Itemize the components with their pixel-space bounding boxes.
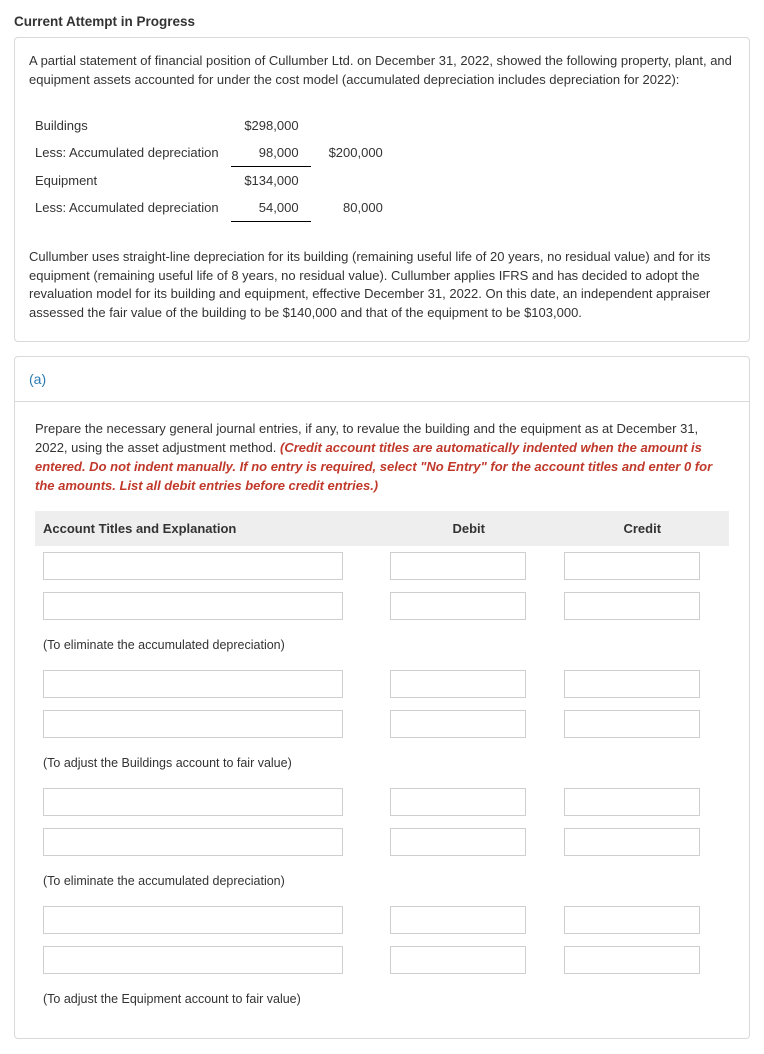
debit-input[interactable]	[390, 946, 526, 974]
entry-row	[35, 546, 729, 586]
account-title-input[interactable]	[43, 828, 343, 856]
entry-row	[35, 782, 729, 822]
account-title-input[interactable]	[43, 552, 343, 580]
credit-input[interactable]	[564, 552, 700, 580]
account-title-input[interactable]	[43, 710, 343, 738]
intro-paragraph: A partial statement of financial positio…	[29, 52, 735, 90]
entry-description: (To eliminate the accumulated depreciati…	[35, 626, 729, 664]
credit-input[interactable]	[564, 788, 700, 816]
col-header-credit: Credit	[556, 511, 730, 546]
account-title-input[interactable]	[43, 946, 343, 974]
part-label: (a)	[15, 357, 749, 402]
explanation-paragraph: Cullumber uses straight-line depreciatio…	[29, 248, 735, 323]
fin-amount: $298,000	[231, 112, 311, 139]
entry-description-row: (To eliminate the accumulated depreciati…	[35, 862, 729, 900]
debit-input[interactable]	[390, 710, 526, 738]
credit-input[interactable]	[564, 906, 700, 934]
debit-input[interactable]	[390, 788, 526, 816]
entry-description-row: (To adjust the Equipment account to fair…	[35, 980, 729, 1018]
entry-row	[35, 664, 729, 704]
fin-label: Equipment	[35, 166, 231, 194]
credit-input[interactable]	[564, 592, 700, 620]
entry-description: (To eliminate the accumulated depreciati…	[35, 862, 729, 900]
page-heading: Current Attempt in Progress	[14, 14, 750, 29]
entry-row	[35, 704, 729, 744]
table-row: Buildings $298,000	[35, 112, 395, 139]
fin-amount: 98,000	[231, 139, 311, 167]
entry-row	[35, 822, 729, 862]
fin-label: Less: Accumulated depreciation	[35, 194, 231, 222]
table-row: Equipment $134,000	[35, 166, 395, 194]
fin-net: $200,000	[311, 139, 395, 167]
credit-input[interactable]	[564, 828, 700, 856]
entry-description: (To adjust the Buildings account to fair…	[35, 744, 729, 782]
fin-label: Buildings	[35, 112, 231, 139]
fin-net	[311, 166, 395, 194]
credit-input[interactable]	[564, 710, 700, 738]
col-header-account: Account Titles and Explanation	[35, 511, 382, 546]
problem-card: A partial statement of financial positio…	[14, 37, 750, 342]
fin-amount: 54,000	[231, 194, 311, 222]
fin-net	[311, 112, 395, 139]
entry-description-row: (To adjust the Buildings account to fair…	[35, 744, 729, 782]
fin-net: 80,000	[311, 194, 395, 222]
question-card: (a) Prepare the necessary general journa…	[14, 356, 750, 1039]
debit-input[interactable]	[390, 552, 526, 580]
table-row: Less: Accumulated depreciation 54,000 80…	[35, 194, 395, 222]
entry-row	[35, 940, 729, 980]
col-header-debit: Debit	[382, 511, 556, 546]
debit-input[interactable]	[390, 670, 526, 698]
question-prompt: Prepare the necessary general journal en…	[35, 420, 729, 495]
account-title-input[interactable]	[43, 906, 343, 934]
account-title-input[interactable]	[43, 592, 343, 620]
debit-input[interactable]	[390, 592, 526, 620]
debit-input[interactable]	[390, 906, 526, 934]
account-title-input[interactable]	[43, 788, 343, 816]
table-row: Less: Accumulated depreciation 98,000 $2…	[35, 139, 395, 167]
entry-description: (To adjust the Equipment account to fair…	[35, 980, 729, 1018]
account-title-input[interactable]	[43, 670, 343, 698]
credit-input[interactable]	[564, 670, 700, 698]
financial-position-table: Buildings $298,000 Less: Accumulated dep…	[35, 112, 395, 222]
debit-input[interactable]	[390, 828, 526, 856]
fin-label: Less: Accumulated depreciation	[35, 139, 231, 167]
credit-input[interactable]	[564, 946, 700, 974]
entry-row	[35, 586, 729, 626]
fin-amount: $134,000	[231, 166, 311, 194]
journal-entry-table: Account Titles and Explanation Debit Cre…	[35, 511, 729, 1018]
entry-description-row: (To eliminate the accumulated depreciati…	[35, 626, 729, 664]
entry-row	[35, 900, 729, 940]
